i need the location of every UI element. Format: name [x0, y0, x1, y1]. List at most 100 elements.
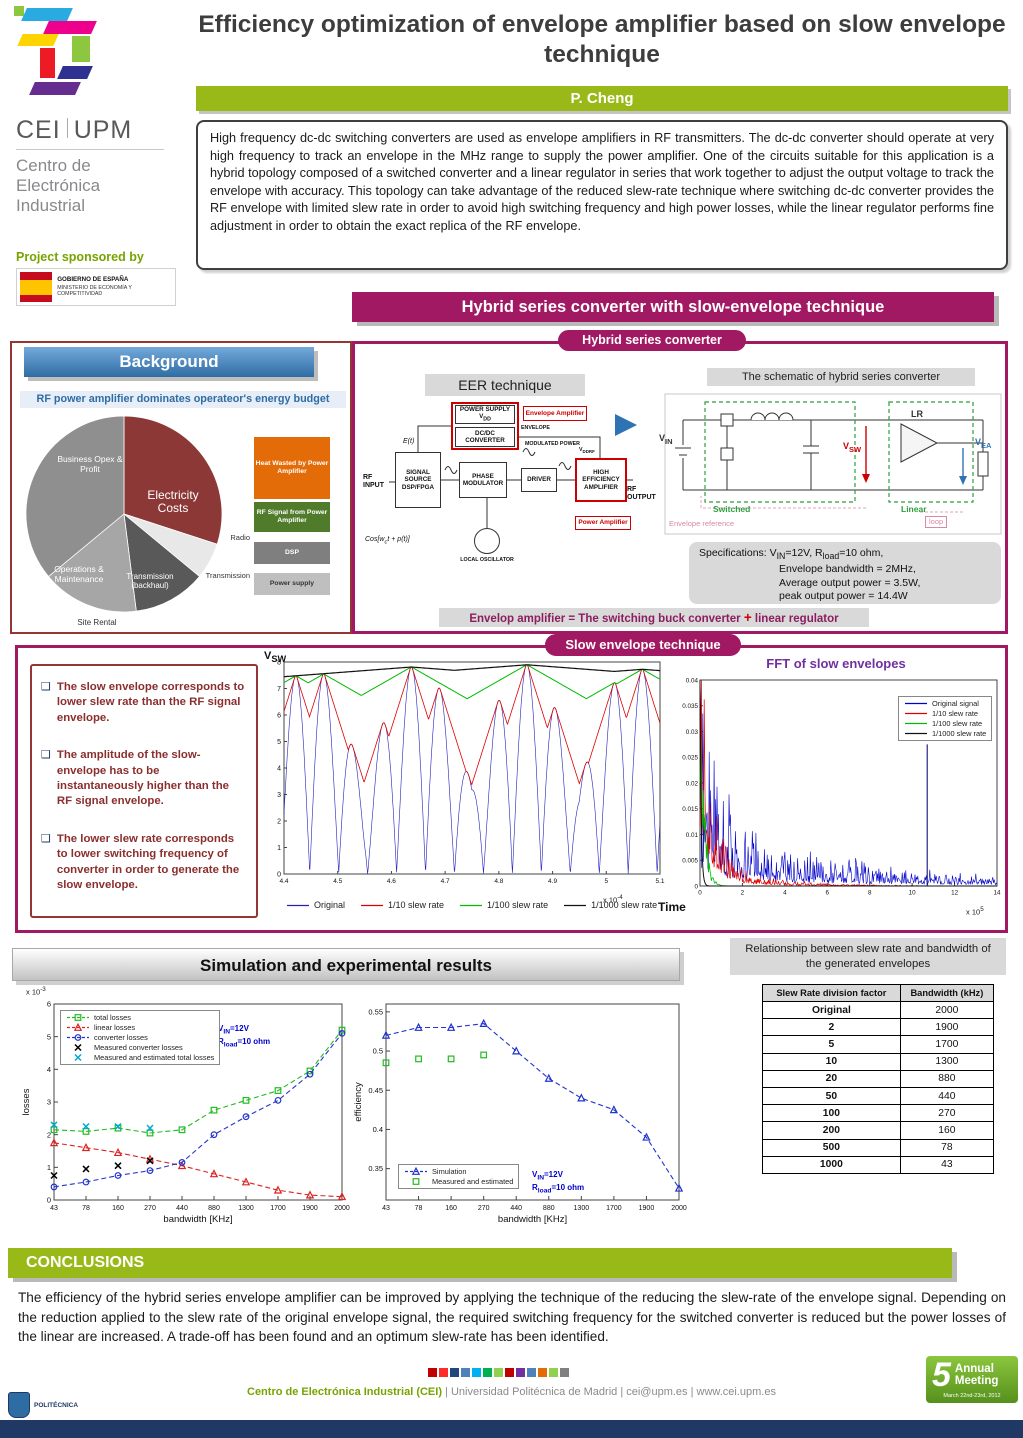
- legend-item: total losses: [66, 1013, 214, 1022]
- phase-modulator-label: PHASE MODULATOR: [462, 472, 504, 487]
- vin-label: VIN: [659, 434, 673, 446]
- table-cell: 43: [899, 1155, 995, 1174]
- footer-squares-row: [428, 1368, 569, 1377]
- legend-label: 1/1000 slew rate: [932, 729, 987, 738]
- svg-text:1900: 1900: [302, 1205, 318, 1212]
- svg-text:2: 2: [741, 890, 745, 897]
- table-cell: 880: [899, 1069, 995, 1088]
- legend-swatch: [67, 1034, 89, 1041]
- linear-text: Linear: [901, 504, 927, 514]
- spec-line: peak output power = 14.4W: [779, 590, 908, 603]
- vsw-label: VSW: [843, 442, 861, 454]
- svg-text:43: 43: [382, 1205, 390, 1212]
- rf-input-text: RF INPUT: [363, 474, 384, 489]
- stack-segment: DSP: [254, 542, 330, 564]
- local-oscillator-text: LOCAL OSCILLATOR: [460, 557, 514, 563]
- svg-text:0: 0: [277, 872, 281, 879]
- legend-swatch: [287, 904, 309, 906]
- power-supply-box: POWER SUPPLY VDD: [455, 405, 515, 424]
- legend-item: 1/10 slew rate: [904, 709, 986, 718]
- legend-label: Measured converter losses: [94, 1043, 183, 1052]
- legend-swatch: [905, 722, 927, 725]
- logo-shape: [40, 48, 55, 78]
- table-cell: 1900: [899, 1018, 995, 1037]
- bullet-item: ❑ The amplitude of the slow-envelope has …: [41, 748, 247, 810]
- bullet-text: The slow envelope corresponds to lower s…: [56, 681, 245, 724]
- footer-navy-bar: [0, 1420, 1023, 1438]
- svg-text:8: 8: [868, 890, 872, 897]
- cei-logo-icon: [14, 6, 124, 114]
- conclusions-banner: CONCLUSIONS: [8, 1248, 952, 1278]
- slow-envelope-box: ❑ The slow envelope corresponds to lower …: [15, 645, 1008, 933]
- envelope-reference-text: Envelope reference: [669, 519, 735, 528]
- org-line: Industrial: [16, 196, 85, 216]
- logo-rule: [16, 149, 164, 150]
- table-cell: 1000: [762, 1155, 901, 1174]
- legend-label: Measured and estimated total losses: [94, 1053, 215, 1062]
- svg-text:6: 6: [47, 1000, 51, 1009]
- legend-label: 1/100 slew rate: [932, 719, 983, 728]
- checkbox-icon: ❑: [41, 832, 51, 845]
- svg-text:4: 4: [277, 766, 281, 773]
- svg-text:bandwidth [KHz]: bandwidth [KHz]: [498, 1214, 567, 1225]
- legend-swatch: [564, 904, 587, 906]
- table-cell: 160: [899, 1121, 995, 1140]
- svg-text:4.4: 4.4: [279, 878, 288, 885]
- logo-shape: [43, 21, 97, 34]
- svg-text:10: 10: [909, 890, 917, 897]
- rf-input-label: RF INPUT: [363, 474, 389, 489]
- envelope-amplifier-label: Envelope Amplifier: [523, 406, 587, 421]
- local-oscillator-circle: [474, 528, 500, 554]
- svg-text:5.1: 5.1: [655, 878, 664, 885]
- svg-text:440: 440: [510, 1205, 522, 1212]
- modulated-power-text: MODULATED POWER: [525, 441, 580, 447]
- hea-label: HIGH EFFICIENCY AMPLIFIER: [582, 469, 620, 491]
- fft-legend: Original signal 1/10 slew rate 1/100 slew …: [898, 696, 993, 741]
- equation-left: Envelop amplifier = The switching buck c…: [469, 613, 741, 625]
- spain-gov-logo-inner: GOBIERNO DE ESPAÑA MINISTERIO DE ECONOMÍ…: [16, 268, 176, 306]
- legend-label: linear losses: [94, 1023, 136, 1032]
- svg-text:2000: 2000: [334, 1205, 350, 1212]
- svg-text:270: 270: [144, 1205, 156, 1212]
- svg-text:160: 160: [445, 1205, 457, 1212]
- phase-modulator-box: PHASE MODULATOR: [459, 462, 507, 498]
- time-axis-label: Time: [658, 900, 686, 914]
- flag-stripe: [20, 294, 53, 302]
- svg-text:4: 4: [783, 890, 787, 897]
- legend-label: Original: [314, 900, 346, 910]
- logo-divider: [66, 118, 68, 138]
- checkbox-icon: ❑: [41, 749, 51, 762]
- vea-text: VEA: [975, 437, 992, 450]
- schematic-graphic: [664, 393, 1002, 535]
- hybrid-section-banner: Hybrid series converter with slow-envelo…: [352, 292, 994, 322]
- meeting-line: Meeting: [954, 1375, 999, 1388]
- arrow-right-icon: [615, 414, 637, 436]
- legend-label: 1/1000 slew rate: [591, 900, 658, 910]
- svg-text:0.005: 0.005: [682, 858, 698, 865]
- svg-text:8: 8: [277, 660, 281, 667]
- table-cell: 2000: [899, 1000, 995, 1020]
- spec-line: Specifications: VIN=12V, Rload=10 ohm,: [699, 547, 884, 562]
- legend-swatch: [460, 904, 483, 906]
- footer-square: [527, 1368, 536, 1377]
- legend-swatch: [905, 732, 927, 735]
- background-box: Background RF power amplifier dominates …: [10, 341, 352, 634]
- table-cell: 1700: [899, 1035, 995, 1054]
- radio-side-label: Radio: [230, 533, 250, 542]
- legend-item: 1/1000 slew rate: [904, 729, 986, 738]
- lr-text: LR: [911, 409, 923, 419]
- footer-rest-text: | Universidad Politécnica de Madrid | ce…: [441, 1386, 776, 1398]
- table-cell: 50: [762, 1086, 901, 1106]
- table-row: 100 270: [762, 1104, 995, 1123]
- logo-shape: [21, 8, 73, 21]
- table-row: 500 78: [762, 1138, 995, 1157]
- vddrf-label: VDDRF: [579, 447, 619, 455]
- energy-budget-pie-chart: [25, 415, 223, 613]
- legend-item: 1/100 slew rate: [904, 719, 986, 728]
- table-row: 2 1900: [762, 1018, 995, 1037]
- efficiency-legend: Simulation Measured and estimated: [398, 1164, 520, 1189]
- legend-label: Measured and estimated: [432, 1177, 514, 1186]
- signal-source-label: SIGNAL SOURCE DSP/FPGA: [401, 469, 435, 491]
- table-cell: 270: [899, 1104, 995, 1123]
- upm-logo: POLITÉCNICA: [8, 1392, 78, 1418]
